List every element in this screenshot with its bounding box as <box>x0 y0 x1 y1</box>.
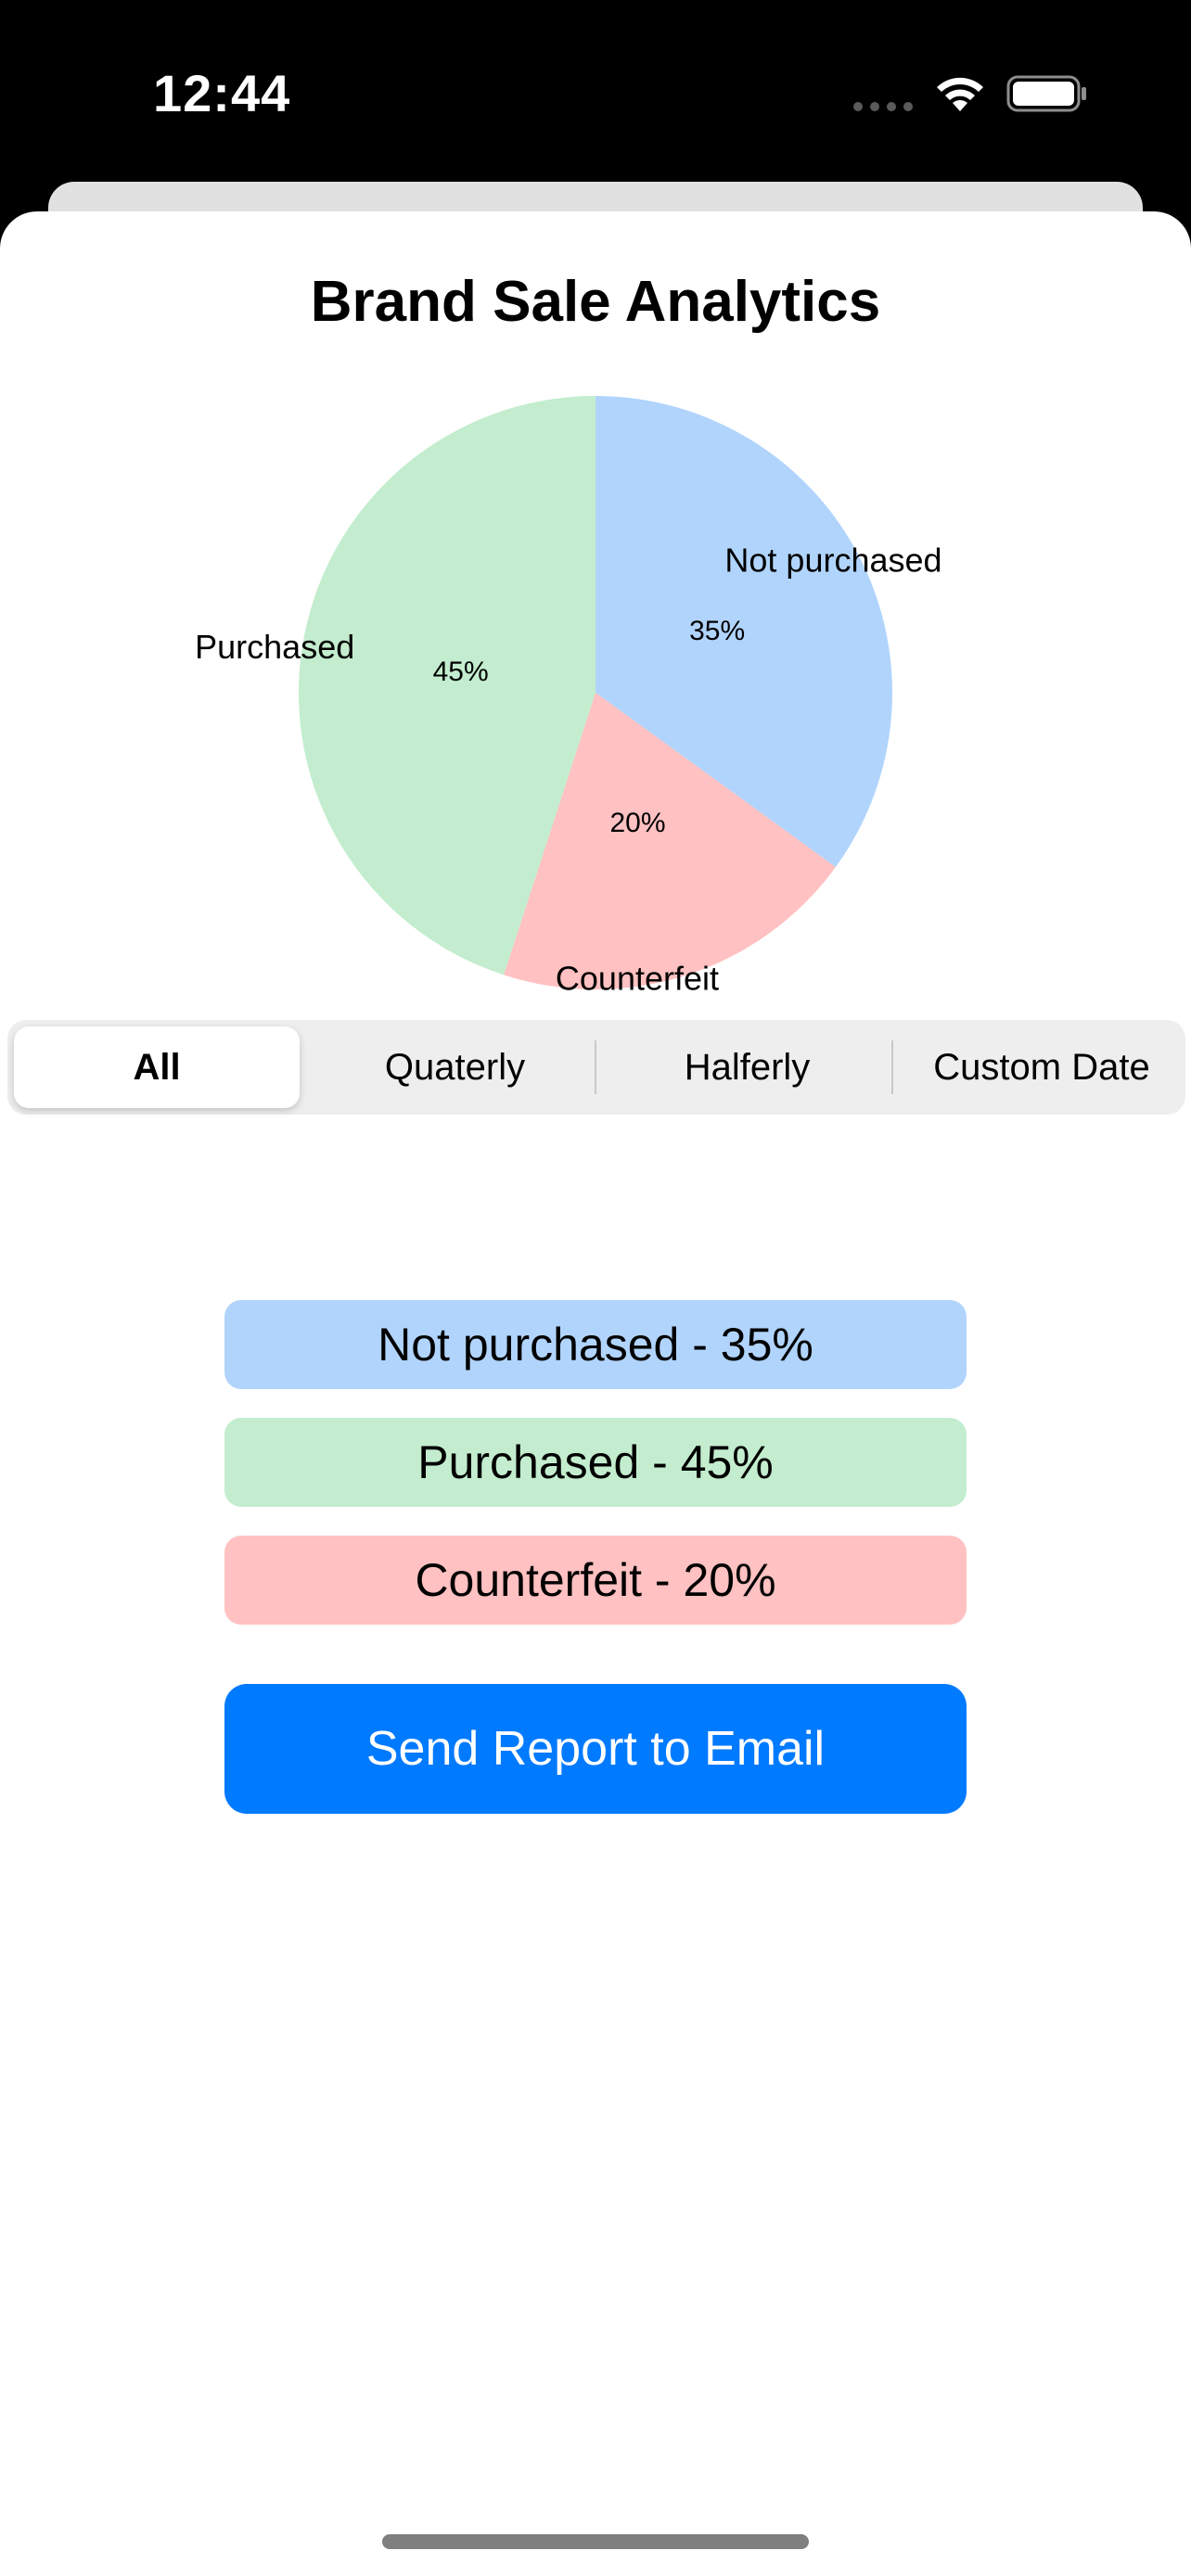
pie-category-label: Purchased <box>195 628 354 666</box>
home-indicator <box>382 2534 809 2549</box>
legend-purchased: Purchased - 45% <box>224 1418 967 1507</box>
status-time: 12:44 <box>153 64 291 122</box>
legend-counterfeit: Counterfeit - 20% <box>224 1536 967 1625</box>
status-bar: 12:44 <box>0 0 1191 185</box>
send-report-button[interactable]: Send Report to Email <box>224 1684 967 1814</box>
pie-slice-not-purchased <box>596 396 893 868</box>
sales-pie-chart: 35% Not purchased 20% Counterfeit 45% Purchas… <box>195 396 942 997</box>
pie-slice-purchased <box>298 396 596 976</box>
wifi-icon <box>937 77 983 111</box>
pie-category-label: Counterfeit <box>556 959 719 997</box>
segment-custom-date[interactable]: Custom Date <box>933 1046 1150 1088</box>
segment-quaterly[interactable]: Quaterly <box>384 1046 526 1088</box>
legend-not-purchased: Not purchased - 35% <box>224 1300 967 1389</box>
pie-percent-label: 35% <box>689 616 745 646</box>
segment-divider <box>891 1040 893 1094</box>
pie-percent-label: 20% <box>609 808 665 838</box>
page-title: Brand Sale Analytics <box>310 270 881 334</box>
pie-slice-counterfeit <box>504 693 836 989</box>
period-segmented-control: All Quaterly Halferly Custom Date <box>7 1020 1185 1115</box>
segment-all[interactable]: All <box>14 1027 300 1108</box>
cellular-signal-icon <box>853 102 913 111</box>
pie-category-label: Not purchased <box>724 542 941 580</box>
pie-percent-label: 45% <box>433 657 489 687</box>
battery-icon <box>1006 75 1086 112</box>
segment-divider <box>595 1040 596 1094</box>
segment-halferly[interactable]: Halferly <box>684 1046 811 1088</box>
